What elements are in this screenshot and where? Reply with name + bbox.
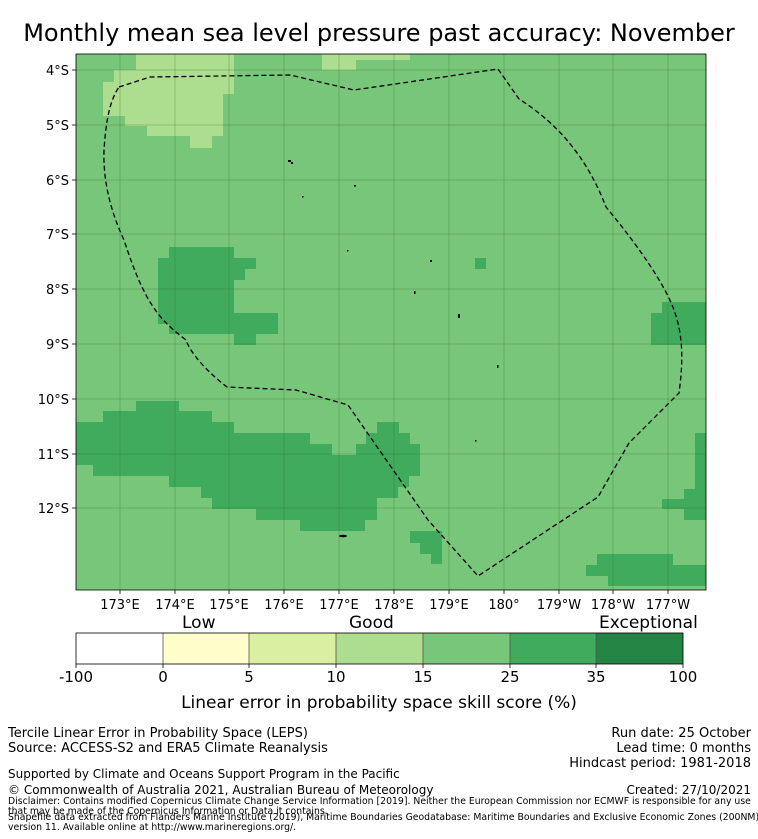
lon-label: 179°E xyxy=(429,598,469,613)
category-label-low: Low xyxy=(182,613,216,633)
lat-label: 12°S xyxy=(38,502,69,517)
support-text: Supported by Climate and Oceans Support … xyxy=(8,767,400,781)
colorbar-title: Linear error in probability space skill … xyxy=(181,693,577,713)
lat-label: 8°S xyxy=(46,283,69,298)
colorbar-swatch xyxy=(249,633,336,664)
chart-title: Monthly mean sea level pressure past acc… xyxy=(23,19,735,47)
disclaimer-line-1: Disclaimer: Contains modified Copernicus… xyxy=(8,796,751,807)
lon-label: 177°W xyxy=(646,598,690,613)
lon-label: 178°W xyxy=(591,598,635,613)
colorbar-tick-label: 10 xyxy=(326,668,345,686)
lat-label: 4°S xyxy=(46,64,69,79)
lon-label: 176°E xyxy=(264,598,304,613)
colorbar-swatch xyxy=(163,633,249,664)
shapefile-line-1: Shapefile data extracted from Flanders M… xyxy=(8,812,758,823)
colorbar-tick-label: 0 xyxy=(158,668,168,686)
colorbar-tick-label: 35 xyxy=(586,668,605,686)
colorbar-swatch xyxy=(336,633,423,664)
lon-label: 179°W xyxy=(537,598,581,613)
lon-label: 173°E xyxy=(100,598,140,613)
lat-tick-marks xyxy=(72,69,76,509)
eez-boundary xyxy=(103,68,683,577)
lon-label: 177°E xyxy=(319,598,359,613)
colorbar-tick-label: 100 xyxy=(669,668,698,686)
lat-label: 10°S xyxy=(38,393,69,408)
method-text: Tercile Linear Error in Probability Spac… xyxy=(8,726,308,741)
colorbar-tick-label: 15 xyxy=(413,668,432,686)
disclaimer-line-2: that may be made of the Copernicus Infor… xyxy=(8,806,328,817)
gridlines xyxy=(76,54,706,590)
colorbar-swatch xyxy=(510,633,596,664)
lon-label: 174°E xyxy=(155,598,195,613)
hindcast-text: Hindcast period: 1981-2018 xyxy=(569,756,751,771)
lat-label: 7°S xyxy=(46,228,69,243)
skill-region-25-35 xyxy=(76,247,706,586)
colorbar-frame xyxy=(75,632,684,665)
run-date-text: Run date: 25 October xyxy=(611,726,751,741)
skill-region-10-15 xyxy=(103,54,410,148)
category-label-good: Good xyxy=(349,613,394,633)
lat-label: 9°S xyxy=(46,338,69,353)
colorbar-tick-label: 5 xyxy=(244,668,254,686)
islands xyxy=(288,160,499,538)
category-label-exceptional: Exceptional xyxy=(599,613,698,633)
lat-label: 11°S xyxy=(38,448,69,463)
map-frame xyxy=(75,53,707,591)
created-date-text: Created: 27/10/2021 xyxy=(626,783,751,797)
colorbar-tick-label: -100 xyxy=(59,668,93,686)
source-text: Source: ACCESS-S2 and ERA5 Climate Reana… xyxy=(8,741,328,756)
lon-label: 180° xyxy=(488,598,519,613)
colorbar-swatch xyxy=(423,633,510,664)
skill-map: 4°S 5°S 6°S 7°S 8°S 9°S 10°S 11°S 12°S 1… xyxy=(38,53,707,686)
lon-label: 175°E xyxy=(209,598,249,613)
shapefile-line-2: version 11. Available online at http://w… xyxy=(8,822,297,833)
copyright-text: © Commonwealth of Australia 2021, Austra… xyxy=(8,783,434,797)
lat-label: 6°S xyxy=(46,174,69,189)
lat-label: 5°S xyxy=(46,119,69,134)
lon-tick-marks xyxy=(119,590,669,594)
lon-label: 178°E xyxy=(374,598,414,613)
lead-time-text: Lead time: 0 months xyxy=(616,741,751,756)
colorbar: -100 0 5 10 15 25 35 100 xyxy=(59,632,698,686)
colorbar-swatch xyxy=(76,633,163,664)
colorbar-tick-label: 25 xyxy=(500,668,519,686)
colorbar-swatch xyxy=(596,633,683,664)
